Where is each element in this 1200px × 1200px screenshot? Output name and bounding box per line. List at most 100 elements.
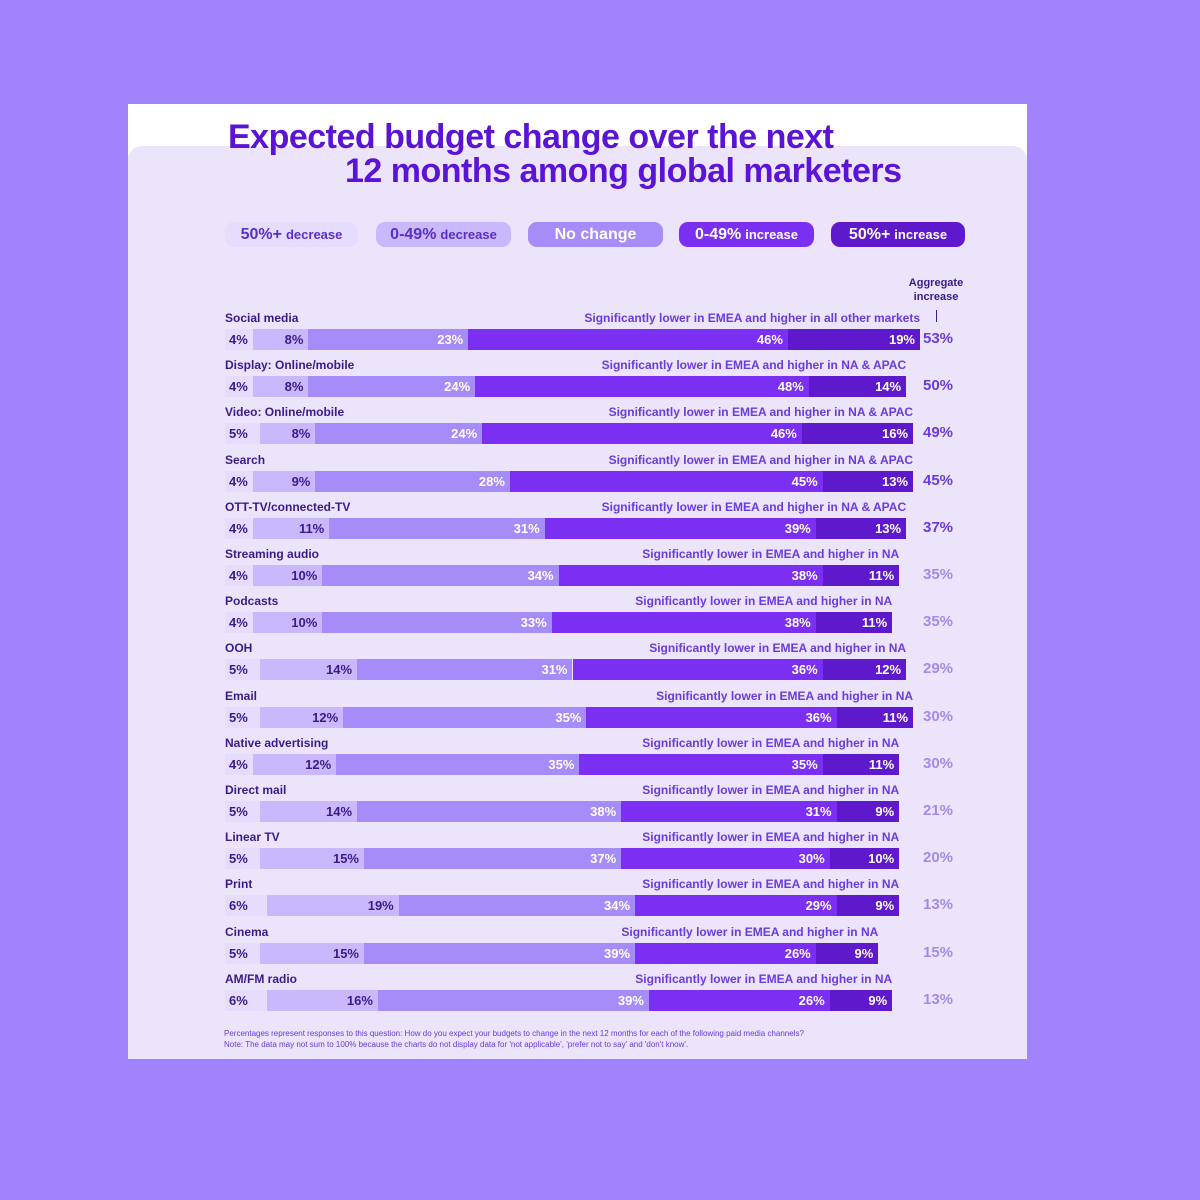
segment-value-label: 31% <box>513 520 540 536</box>
segment-value-label: 14% <box>326 804 353 819</box>
segment-0-49-increase <box>621 848 830 870</box>
segment-value-label: 10% <box>291 568 318 583</box>
segment-0-49-decrease <box>252 565 323 586</box>
segment-0-49-decrease <box>252 753 337 775</box>
segment-50-plus-decrease <box>225 895 267 917</box>
segment-value-label: 4% <box>229 756 248 772</box>
segment-value-label: 46% <box>756 332 783 347</box>
segment-value-label: 30% <box>798 851 825 867</box>
segment-value-label: 31% <box>805 804 832 819</box>
segment-value-label: 12% <box>305 756 332 772</box>
segment-value-label: 5% <box>229 662 248 678</box>
category-label: Email <box>225 688 258 703</box>
aggregate-increase-value: 13% <box>923 990 954 1008</box>
segment-0-49-decrease <box>252 376 309 398</box>
segment-value-label: 8% <box>291 426 311 442</box>
segment-50-plus-decrease <box>225 706 260 728</box>
segment-no-change <box>336 753 580 775</box>
segment-no-change <box>357 801 622 822</box>
segment-value-label: 8% <box>284 379 304 395</box>
segment-0-49-decrease <box>252 612 323 634</box>
segment-value-label: 12% <box>312 709 339 725</box>
legend-item-value: 50%+ <box>240 225 282 243</box>
segment-value-label: 26% <box>784 945 811 961</box>
chart-title-line-2: 12 months among global marketers <box>345 152 902 190</box>
category-label: Print <box>225 877 253 892</box>
segment-no-change <box>343 706 587 728</box>
segment-no-change <box>308 376 476 398</box>
segment-50-plus-increase <box>815 942 879 964</box>
legend-item-value: 50%+ <box>848 225 891 243</box>
segment-value-label: 34% <box>527 568 554 583</box>
segment-value-label: 46% <box>770 426 797 442</box>
segment-50-plus-decrease <box>225 753 253 775</box>
legend-item: 0-49% decrease <box>376 222 511 247</box>
aggregate-increase-value: 35% <box>923 566 954 583</box>
segment-value-label: 11% <box>868 756 895 772</box>
segment-value-label: 13% <box>882 473 909 489</box>
segment-50-plus-increase <box>801 423 914 445</box>
segment-value-label: 6% <box>229 898 248 914</box>
category-label: Direct mail <box>225 783 287 797</box>
category-label: Cinema <box>225 924 269 939</box>
regional-note: Significantly lower in EMEA and higher i… <box>642 830 900 845</box>
aggregate-increase-value: 20% <box>923 849 954 867</box>
footnote: Percentages represent responses to this … <box>224 1028 804 1050</box>
segment-50-plus-increase <box>815 517 907 539</box>
aggregate-increase-value: 50% <box>923 377 954 395</box>
segment-0-49-increase <box>635 895 837 917</box>
legend-item-direction: increase <box>894 227 948 242</box>
segment-no-change <box>377 989 649 1011</box>
segment-value-label: 29% <box>805 898 832 914</box>
segment-value-label: 39% <box>617 992 644 1008</box>
segment-value-label: 24% <box>451 426 478 442</box>
segment-0-49-increase <box>482 423 802 445</box>
segment-value-label: 5% <box>229 945 248 961</box>
regional-note: Significantly lower in EMEA and higher i… <box>601 499 907 514</box>
segment-value-label: 4% <box>229 568 248 583</box>
aggregate-increase-value: 21% <box>923 802 954 819</box>
segment-no-change <box>322 612 552 634</box>
segment-value-label: 23% <box>437 332 464 347</box>
segment-no-change <box>398 895 636 917</box>
segment-value-label: 9% <box>868 992 888 1008</box>
segment-value-label: 37% <box>590 851 617 867</box>
category-label: Streaming audio <box>225 547 320 561</box>
legend-item: 50%+ increase <box>831 222 965 247</box>
category-label: Display: Online/mobile <box>225 358 355 373</box>
legend-item: 50%+ decrease <box>225 222 358 247</box>
segment-value-label: 45% <box>791 473 818 489</box>
segment-value-label: 24% <box>444 379 471 395</box>
segment-value-label: 10% <box>291 615 318 631</box>
segment-0-49-decrease <box>259 423 316 445</box>
aggregate-increase-value: 35% <box>923 613 954 631</box>
segment-value-label: 38% <box>784 615 811 631</box>
category-label: Video: Online/mobile <box>225 405 345 420</box>
segment-value-label: 4% <box>229 615 248 631</box>
segment-0-49-decrease <box>266 989 378 1011</box>
legend-item-direction: decrease <box>440 227 497 242</box>
category-label: OTT-TV/connected-TV <box>225 499 351 514</box>
segment-value-label: 33% <box>520 615 547 631</box>
aggregate-increase-value: 30% <box>923 754 954 772</box>
segment-0-49-decrease <box>252 470 316 492</box>
segment-value-label: 5% <box>229 804 248 819</box>
segment-50-plus-decrease <box>225 423 260 445</box>
regional-note: Significantly lower in EMEA and higher i… <box>635 594 893 609</box>
regional-note: Significantly lower in EMEA and higher i… <box>601 358 907 373</box>
footnote-line-1: Percentages represent responses to this … <box>224 1029 804 1038</box>
segment-value-label: 16% <box>882 426 909 442</box>
segment-0-49-increase <box>579 753 823 775</box>
segment-50-plus-increase <box>822 753 900 775</box>
segment-value-label: 35% <box>555 709 582 725</box>
aggregate-increase-value: 49% <box>923 424 954 442</box>
segment-value-label: 15% <box>332 945 359 961</box>
segment-value-label: 11% <box>298 520 325 536</box>
segment-value-label: 48% <box>777 379 804 395</box>
regional-note: Significantly lower in EMEA and higher i… <box>656 688 914 703</box>
segment-value-label: 35% <box>548 756 575 772</box>
regional-note: Significantly lower in EMEA and higher i… <box>642 547 900 561</box>
segment-value-label: 38% <box>791 568 818 583</box>
regional-note: Significantly lower in EMEA and higher i… <box>584 311 920 325</box>
regional-note: Significantly lower in EMEA and higher i… <box>608 405 914 420</box>
